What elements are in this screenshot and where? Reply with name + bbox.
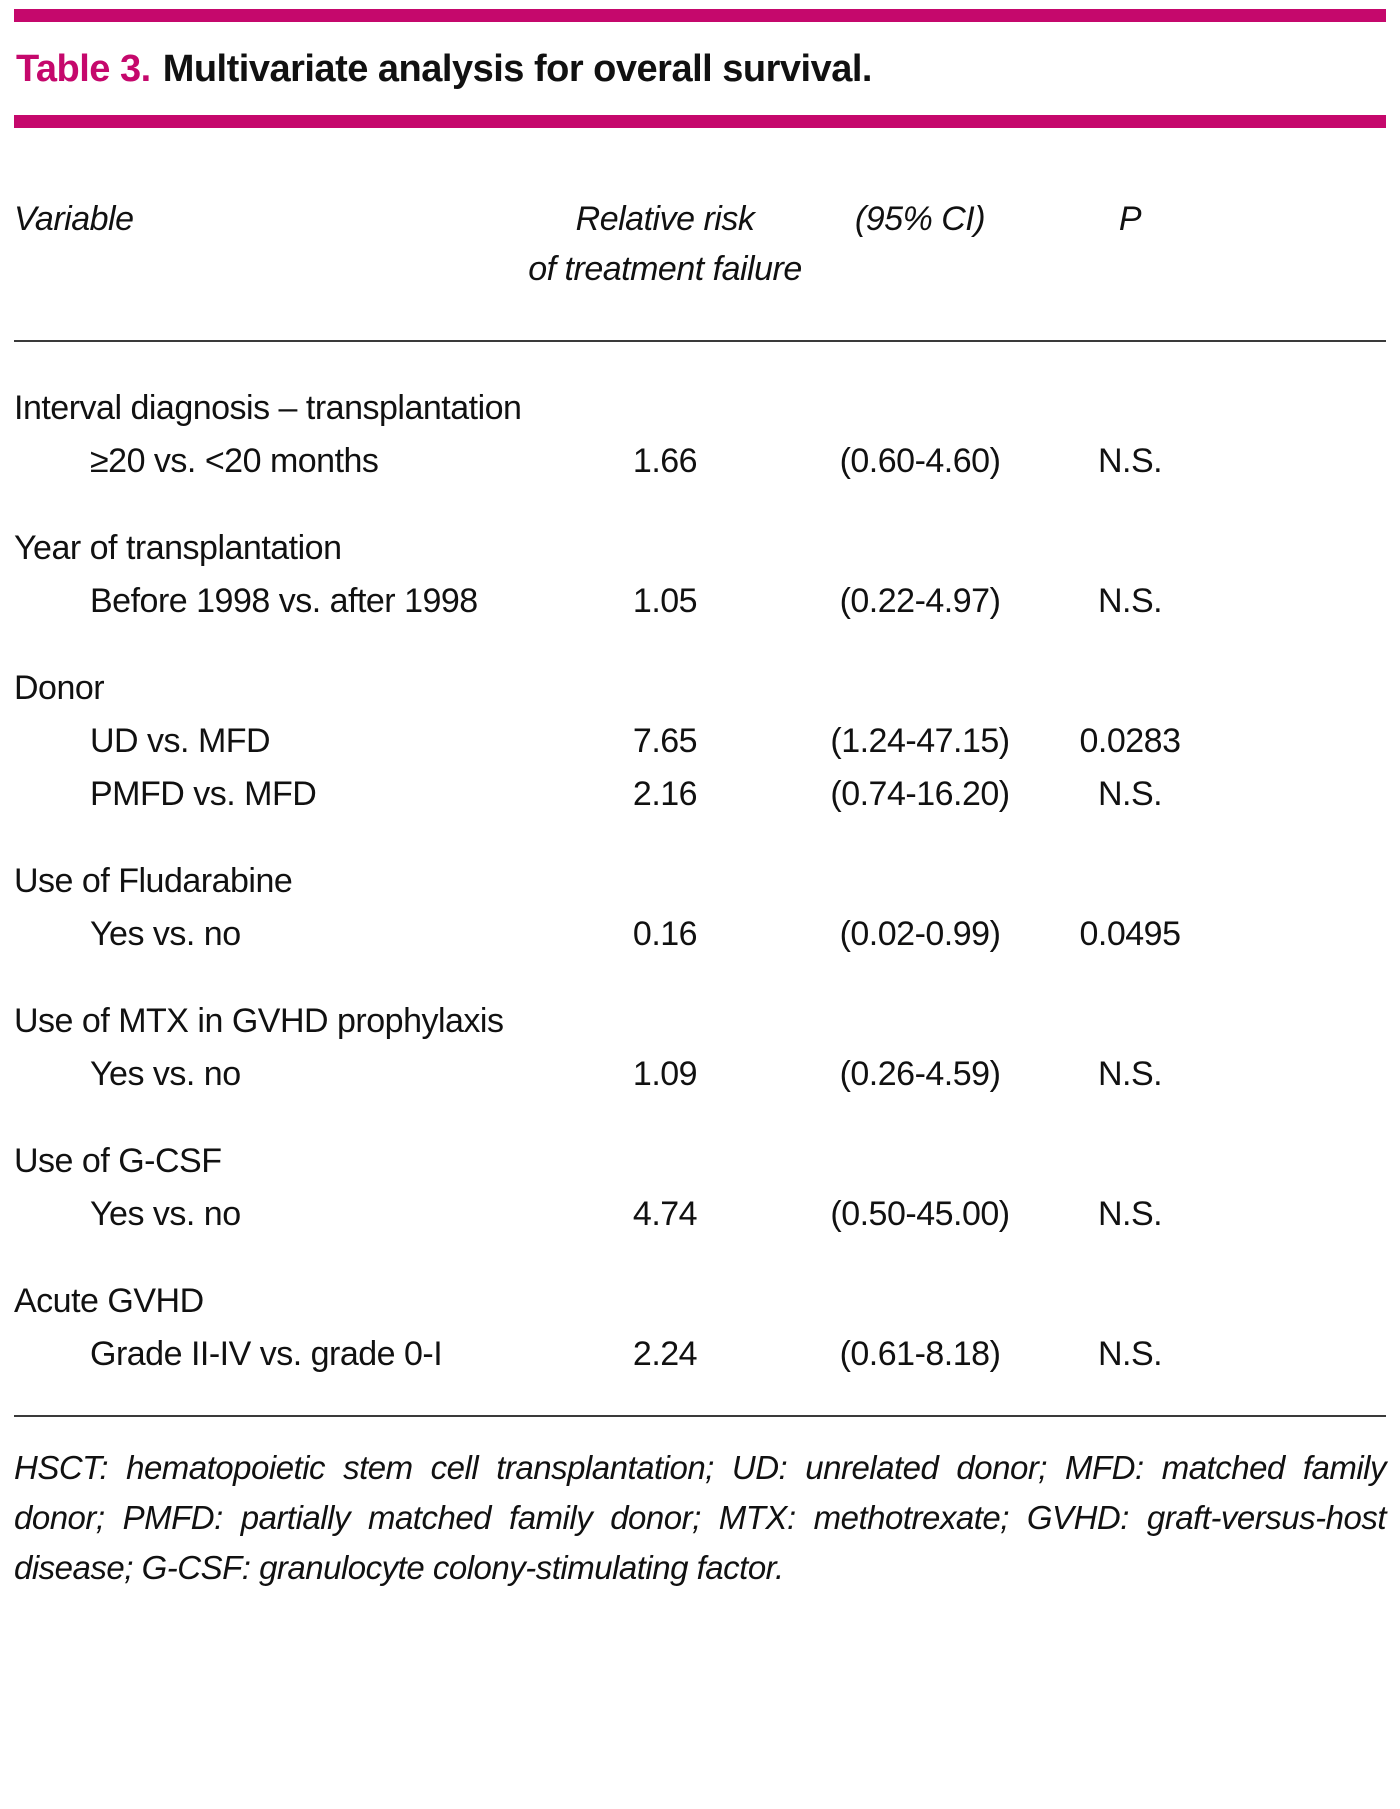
table-row: Before 1998 vs. after 1998 1.05 (0.22-4.…: [14, 575, 1386, 628]
group-year-of-transplantation: Year of transplantation Before 1998 vs. …: [14, 522, 1386, 628]
title-accent-rule: [14, 115, 1386, 128]
cell-ci: (0.02-0.99): [839, 915, 1001, 953]
group-heading: Acute GVHD: [14, 1282, 204, 1320]
cell-relative-risk: 1.09: [632, 1055, 698, 1093]
group-fludarabine: Use of Fludarabine Yes vs. no 0.16 (0.02…: [14, 855, 1386, 961]
group-heading: Use of Fludarabine: [14, 862, 293, 900]
cell-relative-risk: 1.05: [632, 582, 698, 620]
group-heading: Use of MTX in GVHD prophylaxis: [14, 1002, 504, 1040]
table-row: Yes vs. no 4.74 (0.50-45.00) N.S.: [14, 1188, 1386, 1241]
cell-ci: (0.26-4.59): [839, 1055, 1001, 1093]
cell-variable: Yes vs. no: [90, 1195, 241, 1233]
cell-p-value: N.S.: [1097, 1335, 1163, 1373]
table-body: Interval diagnosis – transplantation ≥20…: [14, 382, 1386, 1381]
group-mtx-gvhd-prophylaxis: Use of MTX in GVHD prophylaxis Yes vs. n…: [14, 995, 1386, 1101]
cell-p-value: 0.0283: [1079, 722, 1182, 760]
cell-p-value: N.S.: [1097, 582, 1163, 620]
group-heading: Use of G-CSF: [14, 1142, 222, 1180]
cell-variable: UD vs. MFD: [90, 722, 271, 760]
cell-ci: (0.22-4.97): [839, 582, 1001, 620]
footer-rule: [14, 1415, 1386, 1417]
cell-relative-risk: 2.16: [632, 775, 698, 813]
top-accent-rule: [14, 9, 1386, 22]
table-title-text: Multivariate analysis for overall surviv…: [162, 48, 873, 90]
table-row: ≥20 vs. <20 months 1.66 (0.60-4.60) N.S.: [14, 435, 1386, 488]
cell-p-value: N.S.: [1097, 775, 1163, 813]
cell-ci: (0.61-8.18): [839, 1335, 1001, 1373]
group-heading: Donor: [14, 669, 105, 707]
group-heading: Year of transplantation: [14, 529, 342, 567]
cell-ci: (0.50-45.00): [830, 1195, 1010, 1233]
cell-variable: Yes vs. no: [90, 915, 241, 953]
cell-relative-risk: 2.24: [632, 1335, 698, 1373]
cell-p-value: N.S.: [1097, 1195, 1163, 1233]
cell-p-value: N.S.: [1097, 442, 1163, 480]
group-acute-gvhd: Acute GVHD Grade II-IV vs. grade 0-I 2.2…: [14, 1275, 1386, 1381]
group-interval-diagnosis: Interval diagnosis – transplantation ≥20…: [14, 382, 1386, 488]
cell-ci: (0.74-16.20): [830, 775, 1010, 813]
table-row: Grade II-IV vs. grade 0-I 2.24 (0.61-8.1…: [14, 1328, 1386, 1381]
col-header-relative-risk: Relative risk of treatment failure: [520, 194, 810, 294]
cell-relative-risk: 4.74: [632, 1195, 698, 1233]
table-row: Yes vs. no 1.09 (0.26-4.59) N.S.: [14, 1048, 1386, 1101]
cell-relative-risk: 1.66: [632, 442, 698, 480]
cell-variable: Before 1998 vs. after 1998: [90, 582, 478, 620]
cell-variable: ≥20 vs. <20 months: [90, 442, 379, 480]
group-donor: Donor UD vs. MFD 7.65 (1.24-47.15) 0.028…: [14, 662, 1386, 821]
cell-p-value: N.S.: [1097, 1055, 1163, 1093]
cell-p-value: 0.0495: [1079, 915, 1182, 953]
col-header-relative-risk-line1: Relative risk: [575, 200, 755, 238]
cell-variable: PMFD vs. MFD: [90, 775, 317, 813]
cell-variable: Grade II-IV vs. grade 0-I: [90, 1335, 443, 1373]
table-label: Table 3.: [16, 48, 151, 90]
cell-ci: (0.60-4.60): [839, 442, 1001, 480]
cell-variable: Yes vs. no: [90, 1055, 241, 1093]
column-headers: Variable Relative risk of treatment fail…: [14, 194, 1386, 294]
cell-relative-risk: 0.16: [632, 915, 698, 953]
header-rule: [14, 340, 1386, 342]
table-row: PMFD vs. MFD 2.16 (0.74-16.20) N.S.: [14, 768, 1386, 821]
table-title: Table 3. Multivariate analysis for overal…: [16, 48, 1386, 91]
col-header-ci: (95% CI): [854, 200, 986, 238]
paper-table-page: Table 3. Multivariate analysis for overal…: [0, 9, 1400, 1593]
col-header-p: P: [1118, 200, 1142, 238]
col-header-variable: Variable: [14, 200, 134, 238]
table-row: Yes vs. no 0.16 (0.02-0.99) 0.0495: [14, 908, 1386, 961]
col-header-relative-risk-line2: of treatment failure: [528, 250, 802, 288]
table-row: UD vs. MFD 7.65 (1.24-47.15) 0.0283: [14, 715, 1386, 768]
cell-ci: (1.24-47.15): [830, 722, 1010, 760]
group-gcsf: Use of G-CSF Yes vs. no 4.74 (0.50-45.00…: [14, 1135, 1386, 1241]
table-footnote: HSCT: hematopoietic stem cell transplant…: [14, 1449, 1387, 1586]
group-heading: Interval diagnosis – transplantation: [14, 389, 522, 427]
cell-relative-risk: 7.65: [632, 722, 698, 760]
